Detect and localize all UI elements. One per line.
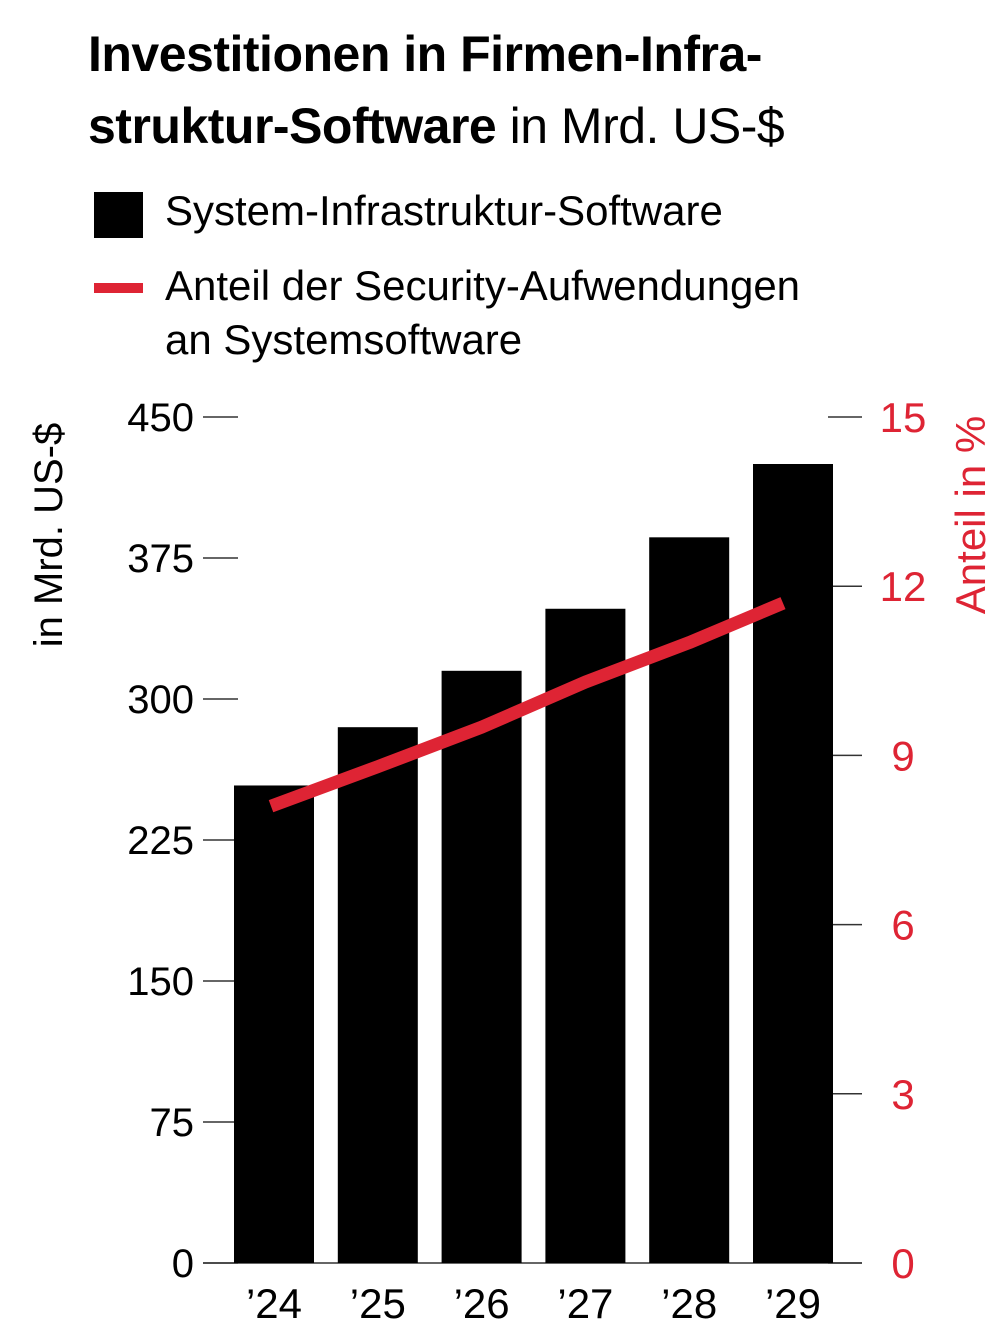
- chart-title: Investitionen in Firmen-Infra- struktur-…: [88, 18, 785, 162]
- y-tick-label: 375: [127, 537, 194, 581]
- x-tick-label: ’29: [765, 1280, 821, 1327]
- y-tick-label: 450: [127, 396, 194, 440]
- bar: [234, 785, 314, 1263]
- x-tick-label: ’28: [661, 1280, 717, 1327]
- y-tick-label: 150: [127, 960, 194, 1004]
- x-tick-label: ’24: [246, 1280, 302, 1327]
- y-tick-label: 225: [127, 819, 194, 863]
- y-axis-label: in Mrd. US-$: [27, 423, 71, 648]
- y2-tick-label: 12: [880, 563, 927, 610]
- security-share-line: [268, 597, 786, 813]
- legend-swatch-line: [94, 283, 143, 293]
- y-tick-label: 75: [150, 1101, 195, 1145]
- y2-tick-label: 0: [891, 1240, 914, 1287]
- y2-tick-label: 9: [891, 732, 914, 779]
- title-line2: struktur-Software: [88, 98, 497, 154]
- bar: [337, 727, 418, 1263]
- x-tick-label: ’25: [350, 1280, 406, 1327]
- x-tick-label: ’27: [557, 1280, 613, 1327]
- x-tick-label: ’26: [454, 1280, 510, 1327]
- bar: [753, 464, 833, 1263]
- bar: [441, 670, 522, 1263]
- bar: [545, 608, 626, 1263]
- y2-tick-label: 6: [891, 902, 914, 949]
- y-tick-label: 0: [172, 1242, 194, 1286]
- legend-label-bar: System-Infrastruktur-Software: [165, 187, 723, 234]
- y-tick-label: 300: [127, 678, 194, 722]
- y2-tick-label: 15: [880, 394, 927, 441]
- y2-axis-label: Anteil in %: [947, 416, 994, 614]
- title-unit: in Mrd. US-$: [496, 98, 785, 154]
- legend-label-line-1: Anteil der Security-Aufwendungen: [165, 262, 801, 309]
- title-line1: Investitionen in Firmen-Infra-: [88, 26, 762, 82]
- legend-swatch-bar: [94, 192, 143, 238]
- legend-label-line-2: an Systemsoftware: [165, 316, 523, 363]
- y2-tick-label: 3: [891, 1071, 914, 1118]
